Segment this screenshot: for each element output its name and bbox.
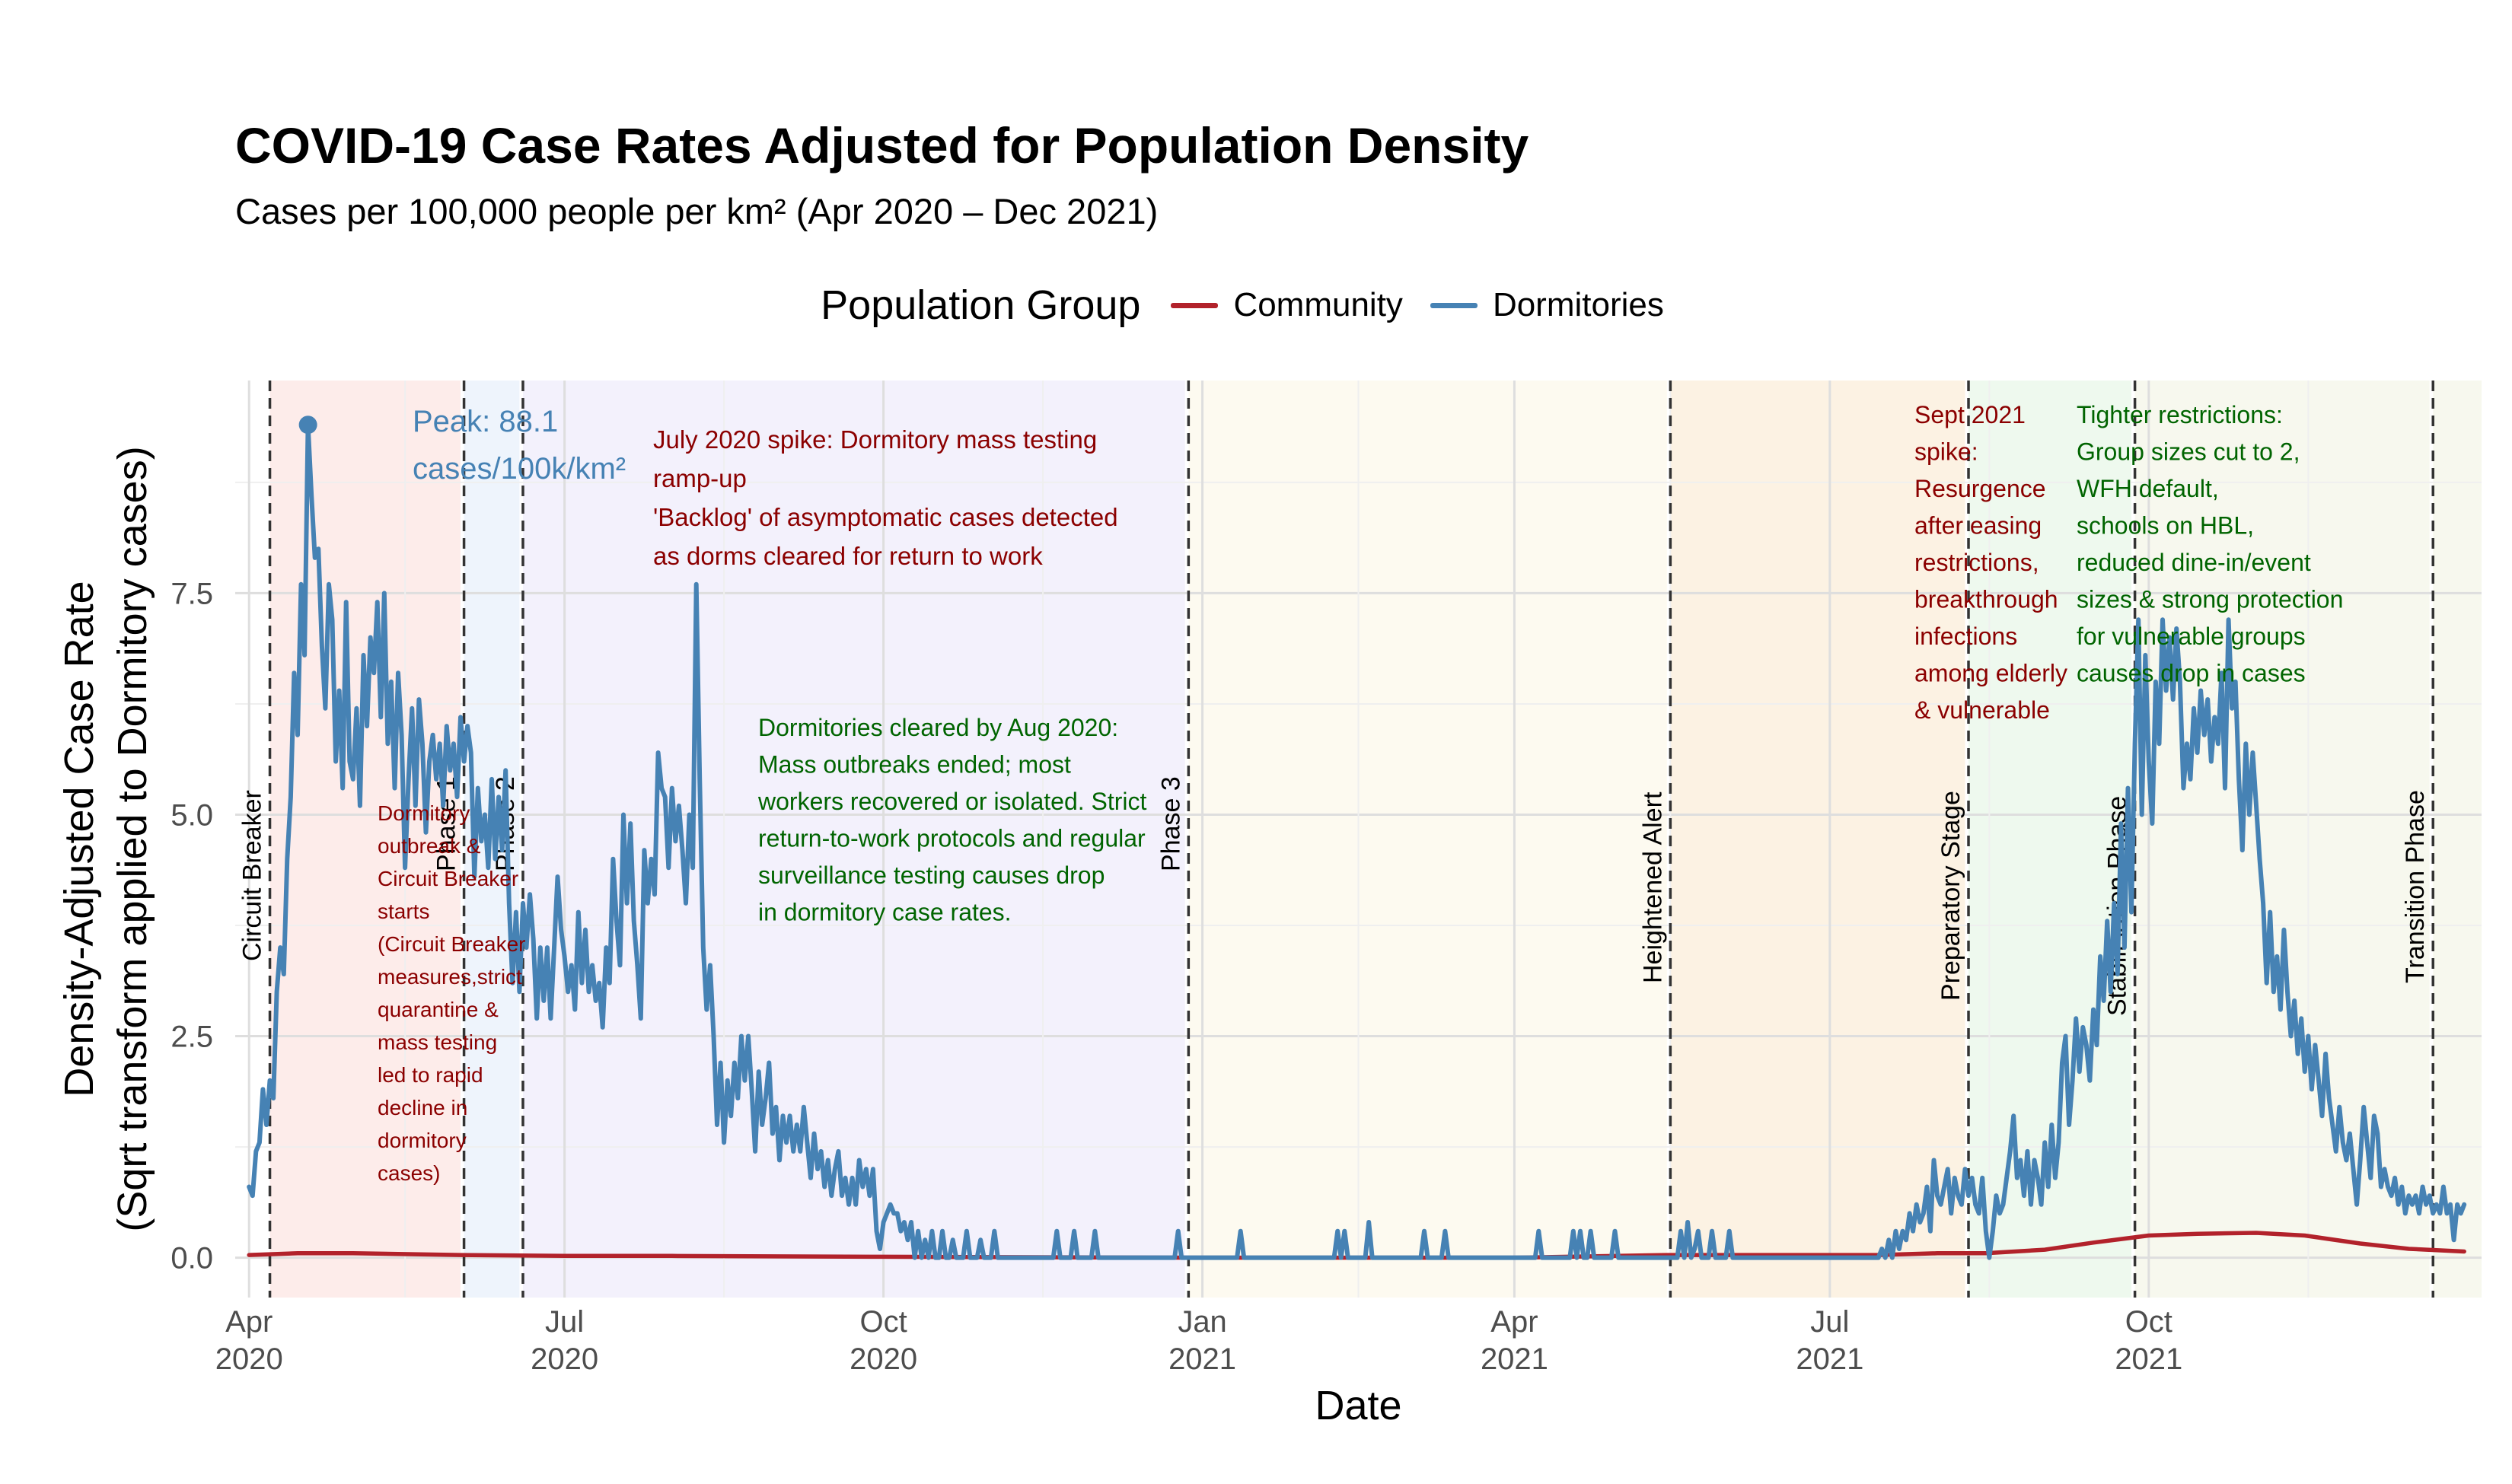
- legend-item-community: Community: [1171, 286, 1403, 324]
- phase-label-phase-3: Phase 3: [1156, 776, 1185, 871]
- phase-bands: [269, 381, 2482, 1298]
- circuit-breaker-note-line: Dormitory: [378, 801, 470, 825]
- axes: 0.02.55.07.5Apr2020Jul2020Oct2020Jan2021…: [56, 446, 2182, 1428]
- legend-label-dormitories: Dormitories: [1492, 286, 1664, 323]
- y-axis-title-line: (Sqrt transform applied to Dormitory cas…: [110, 446, 155, 1231]
- circuit-breaker-note-line: (Circuit Breaker: [378, 932, 525, 956]
- x-tick-label: Apr: [1490, 1305, 1538, 1339]
- y-tick-label: 0.0: [171, 1242, 213, 1275]
- circuit-breaker-note-line: measures,strict: [378, 965, 522, 989]
- sept-spike-note-line: Sept 2021: [1914, 401, 2026, 428]
- phase-label-circuit-breaker: Circuit Breaker: [238, 790, 267, 961]
- tighter-restrictions-note-line: Group sizes cut to 2,: [2077, 438, 2300, 466]
- x-tick-label: Jan: [1178, 1305, 1227, 1339]
- tighter-restrictions-note-line: Tighter restrictions:: [2077, 401, 2283, 428]
- july-spike-note-line: as dorms cleared for return to work: [653, 542, 1043, 570]
- tighter-restrictions-note-line: sizes & strong protection: [2077, 586, 2343, 613]
- phase-band-transition-phase: [2433, 381, 2482, 1298]
- y-tick-label: 2.5: [171, 1021, 213, 1054]
- sept-spike-note-line: breakthrough: [1914, 586, 2058, 613]
- circuit-breaker-note-line: quarantine &: [378, 998, 499, 1021]
- circuit-breaker-note-line: dormitory: [378, 1129, 467, 1152]
- peak-label-line: Peak: 88.1: [413, 405, 558, 438]
- peak-marker: [298, 416, 317, 435]
- legend-swatch-dormitories: [1430, 302, 1478, 308]
- dorms-cleared-note-line: Dormitories cleared by Aug 2020:: [758, 714, 1118, 741]
- phase-label-heightened-alert: Heightened Alert: [1638, 791, 1667, 983]
- dorms-cleared-note-line: Mass outbreaks ended; most: [758, 751, 1071, 779]
- phase-band-heightened-alert: [1670, 381, 1965, 1298]
- tighter-restrictions-note-line: causes drop in cases: [2077, 660, 2306, 687]
- tighter-restrictions-note-line: WFH default,: [2077, 475, 2219, 502]
- x-axis-title: Date: [1315, 1383, 1401, 1428]
- sept-spike-note-line: among elderly: [1914, 660, 2067, 687]
- x-tick-label: Oct: [2125, 1305, 2172, 1339]
- sept-spike-note-line: & vulnerable: [1914, 696, 2050, 724]
- july-spike-note-line: July 2020 spike: Dormitory mass testing: [653, 425, 1097, 454]
- x-tick-label: 2020: [850, 1342, 917, 1376]
- grid-lines: [235, 381, 2482, 1298]
- circuit-breaker-note-line: decline in: [378, 1096, 467, 1119]
- phase-band-circuit-breaker: [269, 381, 461, 1298]
- tighter-restrictions-note-line: schools on HBL,: [2077, 512, 2254, 540]
- circuit-breaker-note-line: cases): [378, 1161, 440, 1185]
- dorms-cleared-note-line: surveillance testing causes drop: [758, 861, 1105, 889]
- chart-title: COVID-19 Case Rates Adjusted for Populat…: [235, 117, 1529, 174]
- tighter-restrictions-note-line: for vulnerable groups: [2077, 623, 2306, 650]
- x-tick-label: 2020: [215, 1342, 283, 1376]
- peak-label-line: cases/100k/km²: [413, 452, 626, 486]
- x-tick-label: Apr: [225, 1305, 273, 1339]
- circuit-breaker-note-line: outbreak &: [378, 834, 481, 858]
- y-tick-label: 7.5: [171, 577, 213, 610]
- legend-swatch-community: [1171, 302, 1219, 308]
- legend-label-community: Community: [1233, 286, 1403, 323]
- chart-subtitle: Cases per 100,000 people per km² (Apr 20…: [235, 191, 1159, 231]
- legend-title: Population Group: [821, 282, 1141, 328]
- series-line-dormitories: [247, 422, 2467, 1260]
- phase-label-preparatory-stage: Preparatory Stage: [1937, 791, 1965, 1001]
- x-tick-label: Oct: [859, 1305, 907, 1339]
- x-tick-label: 2021: [1481, 1342, 1548, 1376]
- phase-label-transition-phase: Transition Phase: [2401, 790, 2430, 983]
- x-tick-label: 2021: [1168, 1342, 1236, 1376]
- phase-band-phase-2: [522, 381, 1185, 1298]
- x-tick-label: 2021: [1796, 1342, 1863, 1376]
- circuit-breaker-note-line: starts: [378, 900, 429, 923]
- x-tick-label: 2020: [531, 1342, 598, 1376]
- y-axis-title-line: Density-Adjusted Case Rate: [56, 581, 102, 1097]
- x-tick-label: Jul: [545, 1305, 584, 1339]
- legend-item-dormitories: Dormitories: [1430, 286, 1664, 324]
- legend: Population Group Community Dormitories: [0, 282, 2512, 329]
- july-spike-note-line: 'Backlog' of asymptomatic cases detected: [653, 503, 1118, 531]
- y-tick-label: 5.0: [171, 798, 213, 832]
- sept-spike-note-line: infections: [1914, 623, 2017, 650]
- sept-spike-note-line: restrictions,: [1914, 549, 2039, 576]
- july-spike-note-line: ramp-up: [653, 464, 747, 492]
- sept-spike-note-line: Resurgence: [1914, 475, 2046, 502]
- circuit-breaker-note-line: led to rapid: [378, 1063, 483, 1087]
- circuit-breaker-note-line: mass testing: [378, 1030, 497, 1054]
- annotations: Peak: 88.1 cases/100k/km² Dormitory outbrea…: [298, 401, 2343, 1185]
- x-tick-label: Jul: [1810, 1305, 1849, 1339]
- series-layer: [247, 422, 2467, 1260]
- dorms-cleared-note-line: in dormitory case rates.: [758, 899, 1012, 926]
- sept-spike-note-line: after easing: [1914, 512, 2042, 540]
- dorms-cleared-note-line: return-to-work protocols and regular: [758, 825, 1146, 852]
- sept-spike-note-line: spike:: [1914, 438, 1978, 466]
- phase-band-phase-3: [1188, 381, 1667, 1298]
- dorms-cleared-note-line: workers recovered or isolated. Strict: [757, 788, 1147, 815]
- circuit-breaker-note-line: Circuit Breaker: [378, 867, 518, 890]
- x-tick-label: 2021: [2115, 1342, 2182, 1376]
- tighter-restrictions-note-line: reduced dine-in/event: [2077, 549, 2311, 576]
